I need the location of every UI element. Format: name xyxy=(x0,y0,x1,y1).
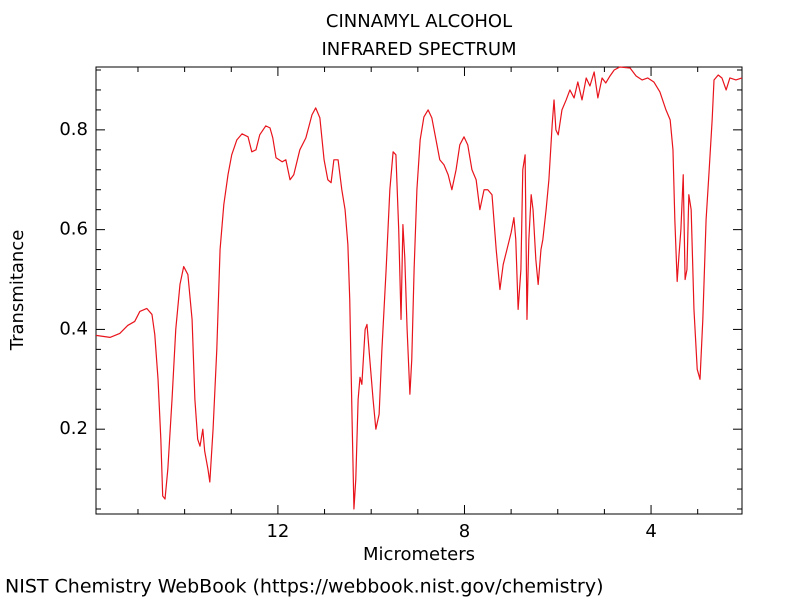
y-tick-label: 0.8 xyxy=(59,119,88,140)
x-tick-label: 12 xyxy=(266,521,289,542)
y-tick-label: 0.6 xyxy=(59,219,88,240)
y-tick-label: 0.4 xyxy=(59,318,88,339)
source-note: NIST Chemistry WebBook (https://webbook.… xyxy=(5,576,603,598)
chart-title: CINNAMYL ALCOHOL xyxy=(326,11,512,32)
chart-subtitle: INFRARED SPECTRUM xyxy=(321,39,516,60)
plot-frame xyxy=(95,66,743,515)
spectrum-line xyxy=(95,66,743,510)
x-axis-label: Micrometers xyxy=(363,544,475,565)
y-axis-label: Transmitance xyxy=(7,230,28,352)
x-tick-label: 8 xyxy=(459,521,470,542)
y-tick-label: 0.2 xyxy=(59,418,88,439)
x-tick-label: 4 xyxy=(645,521,656,542)
